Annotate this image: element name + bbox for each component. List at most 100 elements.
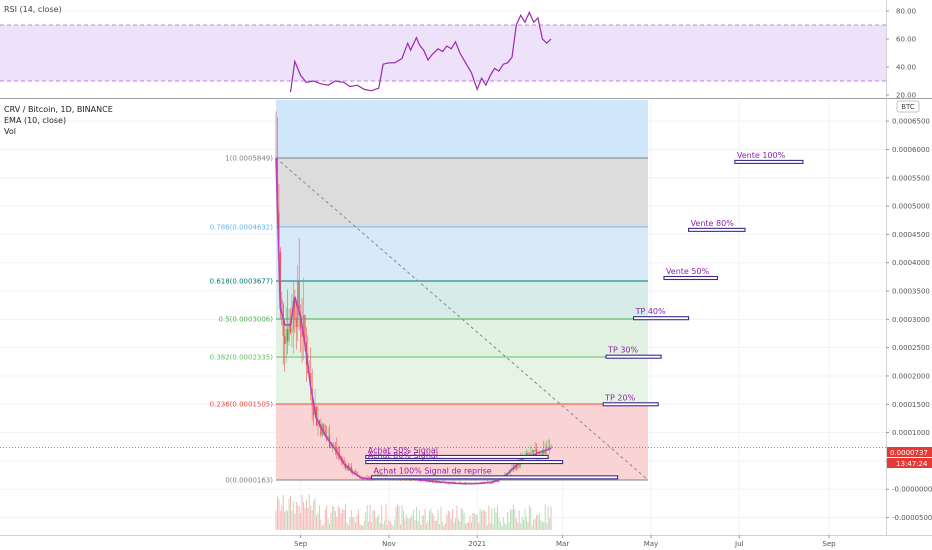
- volume-bar: [331, 506, 333, 530]
- volume-bar: [533, 519, 535, 530]
- candle-body: [527, 453, 529, 456]
- volume-bar: [301, 494, 303, 530]
- volume-bar: [314, 497, 316, 530]
- currency-badge[interactable]: [896, 100, 920, 113]
- volume-bar: [470, 522, 472, 530]
- volume-bar: [287, 510, 289, 530]
- volume-bar: [491, 508, 493, 530]
- volume-bar: [515, 518, 517, 530]
- volume-bar: [455, 518, 457, 530]
- candle-body: [286, 328, 289, 342]
- volume-bar: [310, 505, 312, 530]
- symbol-legend[interactable]: CRV / Bitcoin, 1D, BINANCE: [4, 105, 113, 114]
- rsi-pane[interactable]: RSI (14, close) 80.00 60.00 40.00 20.00: [0, 5, 916, 100]
- volume-bar: [368, 521, 370, 530]
- candle-body: [291, 329, 293, 333]
- volume-legend[interactable]: Vol: [4, 127, 16, 136]
- time-tick-label: 2021: [468, 540, 486, 548]
- volume-bar: [321, 525, 323, 530]
- volume-bar: [347, 525, 349, 530]
- volume-bar: [360, 525, 362, 530]
- currency-badge-label: BTC: [901, 103, 915, 111]
- candle-body: [531, 450, 533, 454]
- candle-body: [535, 449, 538, 456]
- candle-body: [356, 472, 358, 476]
- volume-bar: [508, 521, 510, 530]
- rsi-band: [0, 25, 886, 81]
- volume-bar: [427, 520, 429, 530]
- volume-bar: [373, 510, 375, 530]
- volume-bar: [449, 511, 451, 530]
- time-scale[interactable]: Sep Nov 2021 Mar May Jul Sep: [294, 535, 836, 548]
- candle-body: [295, 317, 297, 328]
- ema-legend[interactable]: EMA (10, close): [4, 116, 66, 125]
- volume-bar: [550, 506, 552, 530]
- volume-bar: [488, 505, 490, 530]
- volume-bar: [291, 510, 293, 530]
- main-pane[interactable]: 1(0.0005849) 0.786(0.0004632) 0.618(0.0003…: [0, 100, 932, 535]
- volume-bar: [534, 519, 536, 530]
- volume-bar: [504, 522, 506, 530]
- volume-bar: [546, 523, 548, 530]
- time-tick-label: Nov: [382, 540, 396, 548]
- volume-bar: [298, 506, 300, 530]
- volume-bar: [340, 513, 342, 530]
- volume-bar: [359, 523, 361, 530]
- fib-zone: [276, 356, 649, 405]
- rsi-title: RSI (14, close): [4, 5, 62, 14]
- volume-bar: [520, 523, 522, 530]
- volume-bar: [538, 514, 540, 530]
- volume-bar: [388, 519, 390, 530]
- volume-bar: [305, 499, 307, 530]
- volume-bar: [282, 494, 284, 530]
- volume-bar: [507, 511, 509, 530]
- volume-bar: [356, 514, 358, 530]
- price-badge: [887, 447, 932, 457]
- volume-bar: [492, 523, 494, 530]
- volume-bar: [278, 498, 280, 530]
- level-line: [370, 475, 619, 480]
- volume-bar: [342, 508, 344, 530]
- volume-bar: [410, 516, 412, 530]
- volume-bar: [397, 504, 399, 530]
- candle-body: [405, 480, 407, 481]
- volume-bar: [466, 522, 468, 530]
- volume-bar: [541, 521, 543, 530]
- rsi-tick-label: 60.00: [896, 36, 916, 44]
- level-line: [663, 275, 719, 281]
- candle-body: [281, 299, 283, 305]
- fibonacci-retracement[interactable]: 1(0.0005849) 0.786(0.0004632) 0.618(0.0003…: [210, 100, 649, 485]
- volume-bar: [352, 517, 354, 530]
- fib-zone: [276, 404, 649, 480]
- fib-zone: [276, 100, 649, 158]
- volume-bar: [349, 517, 351, 530]
- volume-bar: [547, 506, 549, 530]
- volume-bar: [452, 509, 454, 530]
- level-lines[interactable]: Vente 100% Vente 80% Vente 50% TP 40% TP 30%…: [365, 151, 804, 480]
- volume-bar: [407, 518, 409, 530]
- volume-bar: [284, 511, 286, 530]
- volume-bar: [456, 505, 458, 530]
- volume-bar: [313, 500, 315, 530]
- level-label: TP 30%: [607, 346, 638, 355]
- price-tick-label: 0.0001500: [892, 401, 930, 409]
- volume-bar: [330, 512, 332, 530]
- candle-body: [304, 315, 306, 342]
- volume-bar: [389, 521, 391, 530]
- volume-bar: [394, 519, 396, 530]
- level-label: TP 20%: [604, 393, 635, 402]
- fib-level-label: 0(0.0000163): [225, 477, 273, 485]
- volume-bar: [395, 506, 397, 530]
- volume-bar: [428, 510, 430, 530]
- candle-body: [334, 447, 336, 448]
- level-line: [365, 459, 564, 465]
- volume-bar: [408, 518, 410, 530]
- volume-bar: [366, 505, 368, 530]
- rsi-price-scale[interactable]: 80.00 60.00 40.00 20.00: [886, 8, 916, 100]
- price-tick-label: -0.0000000: [892, 486, 932, 494]
- time-tick-label: May: [644, 540, 658, 548]
- candle-body: [289, 322, 292, 333]
- volume-bar: [424, 508, 426, 530]
- volume-bar: [365, 512, 367, 530]
